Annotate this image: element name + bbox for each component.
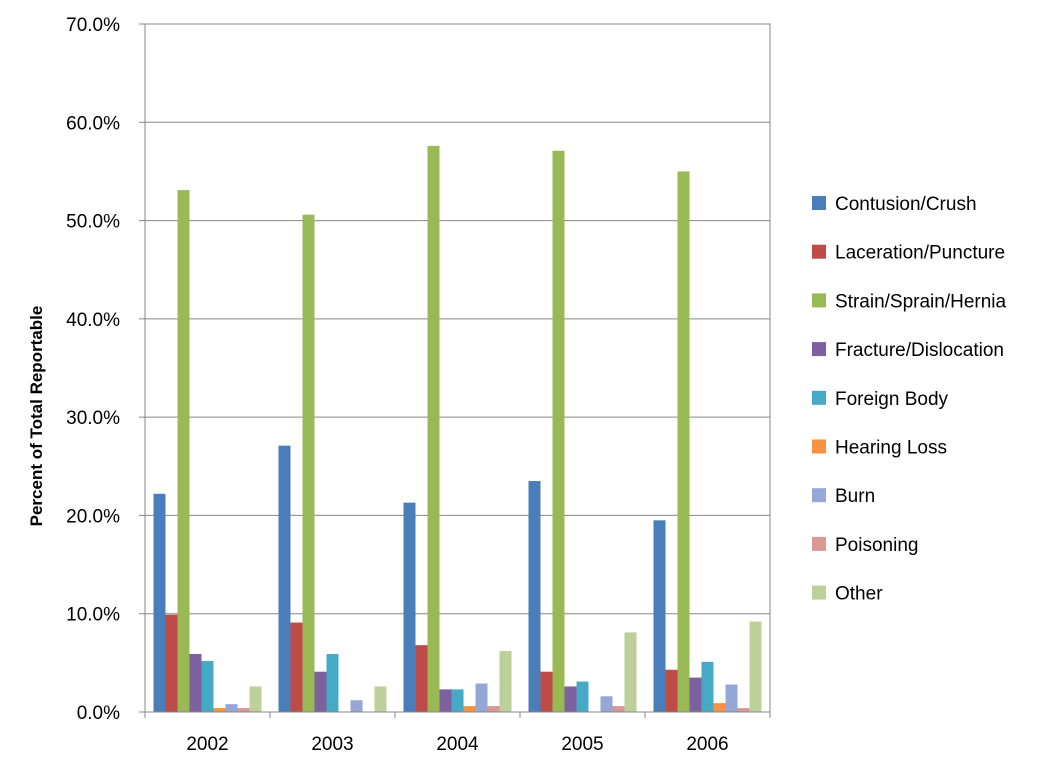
- legend-swatch: [812, 342, 826, 357]
- bar: [213, 708, 226, 712]
- bar: [314, 671, 327, 712]
- x-tick-label: 2005: [561, 734, 603, 755]
- bar: [528, 481, 541, 712]
- legend-label: Foreign Body: [835, 389, 949, 410]
- y-tick-label: 70.0%: [66, 15, 120, 36]
- legend-swatch: [812, 536, 826, 551]
- bar: [177, 190, 190, 713]
- bar: [624, 632, 637, 712]
- bar: [189, 654, 202, 712]
- x-tick-label: 2002: [186, 734, 228, 755]
- bar: [427, 145, 440, 713]
- bar: [725, 684, 738, 712]
- bar: [278, 445, 291, 712]
- bar: [713, 703, 726, 712]
- legend: Contusion/Crush Laceration/Puncture Strain…: [812, 194, 1007, 605]
- bar: [737, 708, 750, 712]
- bar: [487, 706, 500, 712]
- legend-swatch: [812, 488, 826, 503]
- gridlines: [145, 23, 770, 615]
- y-tick-label: 10.0%: [66, 605, 120, 626]
- y-tick-label: 30.0%: [66, 408, 120, 429]
- y-tick-label: 40.0%: [66, 310, 120, 331]
- bar: [576, 681, 589, 712]
- bar: [249, 686, 262, 712]
- bar: [475, 683, 488, 712]
- bar: [701, 661, 714, 712]
- bar: [677, 171, 690, 712]
- legend-swatch: [812, 390, 826, 405]
- bar: [463, 706, 476, 712]
- bar: [499, 651, 512, 712]
- y-tick-label: 0.0%: [77, 703, 120, 724]
- legend-label: Fracture/Dislocation: [835, 340, 1004, 361]
- bar: [326, 654, 339, 712]
- bar: [374, 686, 387, 712]
- legend-label: Hearing Loss: [835, 438, 947, 459]
- legend-label: Laceration/Puncture: [835, 243, 1005, 264]
- legend-label: Burn: [835, 486, 875, 507]
- x-tick-label: 2006: [686, 734, 728, 755]
- legend-label: Other: [835, 584, 883, 605]
- x-tick-label: 2004: [436, 734, 479, 755]
- bar: [165, 614, 178, 712]
- bar: [564, 686, 577, 712]
- x-tick-label: 2003: [311, 734, 353, 755]
- bar: [665, 669, 678, 712]
- y-tick-labels: 0.0% 10.0% 20.0% 30.0% 40.0% 50.0% 60.0% 70.0%: [66, 15, 120, 724]
- legend-label: Contusion/Crush: [835, 194, 977, 215]
- bar: [451, 689, 464, 712]
- bar: [290, 622, 303, 712]
- bar: [612, 706, 625, 712]
- y-axis-title: Percent of Total Reportable: [27, 306, 46, 527]
- bars: [153, 145, 762, 713]
- plot-frame: [144, 23, 771, 713]
- legend-label: Strain/Sprain/Hernia: [835, 291, 1007, 312]
- bar: [653, 520, 666, 712]
- y-tick-label: 60.0%: [66, 113, 120, 134]
- bar: [600, 696, 613, 712]
- x-tick-labels: 2002 2003 2004 2005 2006: [186, 734, 728, 755]
- bar: [153, 493, 166, 712]
- legend-swatch: [812, 196, 826, 210]
- bar: [552, 150, 565, 712]
- bar: [540, 671, 553, 712]
- legend-swatch: [812, 293, 826, 308]
- bar: [415, 645, 428, 712]
- legend-swatch: [812, 585, 826, 600]
- axes: [139, 23, 771, 718]
- bar: [689, 677, 702, 712]
- bar: [439, 689, 452, 712]
- bar: [350, 700, 363, 712]
- bar: [403, 502, 416, 712]
- y-tick-label: 20.0%: [66, 506, 120, 527]
- legend-swatch: [812, 439, 826, 454]
- y-tick-label: 50.0%: [66, 212, 120, 233]
- bar: [749, 621, 762, 712]
- legend-swatch: [812, 244, 826, 259]
- bar: [201, 660, 214, 712]
- bar: [302, 214, 315, 712]
- bar: [237, 708, 250, 712]
- bar: [225, 704, 238, 712]
- legend-label: Poisoning: [835, 535, 918, 556]
